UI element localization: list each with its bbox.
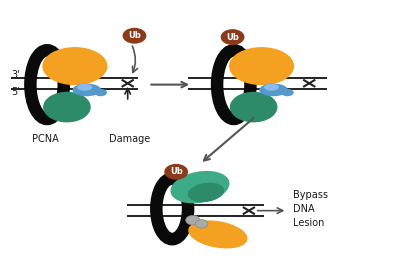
Ellipse shape	[259, 84, 288, 96]
Text: polδ: polδ	[66, 62, 88, 71]
Circle shape	[164, 164, 188, 180]
Ellipse shape	[72, 84, 101, 96]
Ellipse shape	[188, 220, 248, 249]
Text: 5': 5'	[11, 87, 20, 97]
Text: Ub: Ub	[128, 31, 141, 40]
Text: polδ: polδ	[210, 230, 232, 239]
Ellipse shape	[94, 89, 107, 96]
Text: Ub: Ub	[226, 33, 239, 42]
Text: Ub: Ub	[170, 167, 182, 176]
Circle shape	[122, 28, 146, 44]
Text: polη: polη	[58, 103, 79, 112]
Ellipse shape	[170, 171, 230, 203]
Ellipse shape	[43, 92, 91, 122]
Circle shape	[195, 220, 208, 228]
Text: 3': 3'	[11, 70, 20, 80]
Text: polη: polη	[245, 103, 266, 112]
Circle shape	[221, 29, 244, 45]
Ellipse shape	[230, 92, 278, 122]
Text: PCNA: PCNA	[32, 134, 58, 144]
Text: Damage: Damage	[109, 134, 150, 144]
Ellipse shape	[42, 47, 108, 85]
Ellipse shape	[77, 84, 92, 91]
Text: polη: polη	[201, 183, 222, 192]
Ellipse shape	[264, 84, 279, 91]
Ellipse shape	[229, 47, 294, 85]
Circle shape	[186, 215, 200, 225]
Text: Bypass
DNA
Lesion: Bypass DNA Lesion	[293, 190, 328, 228]
Ellipse shape	[281, 89, 294, 96]
Ellipse shape	[188, 183, 224, 202]
Text: polδ: polδ	[253, 62, 274, 71]
